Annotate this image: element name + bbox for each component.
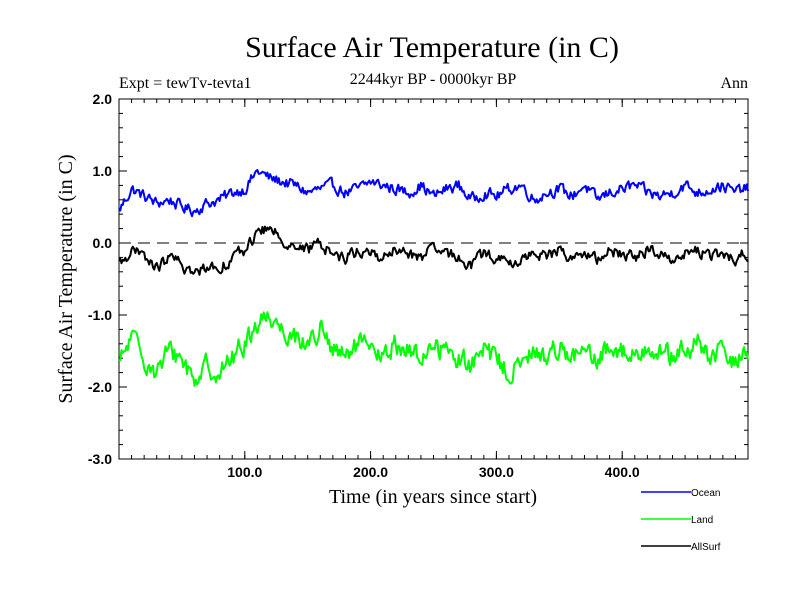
x-tick-label: 200.0 <box>353 464 388 480</box>
y-tick-label: 1.0 <box>93 163 113 179</box>
legend-label-allsurf: AllSurf <box>691 542 721 553</box>
x-tick-label: 400.0 <box>605 464 640 480</box>
experiment-label: Expt = tewTv-tevta1 <box>119 75 252 92</box>
y-tick-label: 2.0 <box>93 91 113 107</box>
y-tick-label: -2.0 <box>88 379 112 395</box>
season-label: Ann <box>720 75 748 92</box>
legend-label-ocean: Ocean <box>691 488 720 499</box>
x-axis-label: Time (in years since start) <box>329 486 537 508</box>
series-line-allsurf <box>118 225 749 276</box>
x-tick-label: 300.0 <box>479 464 514 480</box>
plot-area: 2.0 1.0 0.0 -1.0 -2.0 -3.0 100.0 200.0 300.0 400.… <box>88 91 749 480</box>
chart-title: Surface Air Temperature (in C) <box>245 31 619 64</box>
y-tick-label: -3.0 <box>88 451 112 467</box>
y-axis-label: Surface Air Temperature (in C) <box>55 154 77 403</box>
series-line-ocean <box>118 169 749 218</box>
x-tick-label: 100.0 <box>227 464 262 480</box>
y-tick-label: 0.0 <box>93 235 113 251</box>
plot-frame <box>118 98 749 460</box>
chart-subtitle: 2244kyr BP - 0000kyr BP <box>350 71 517 88</box>
legend-label-land: Land <box>691 515 713 526</box>
y-tick-label: -1.0 <box>88 307 112 323</box>
series-line-land <box>118 311 749 387</box>
legend: Ocean Land AllSurf <box>641 488 721 553</box>
